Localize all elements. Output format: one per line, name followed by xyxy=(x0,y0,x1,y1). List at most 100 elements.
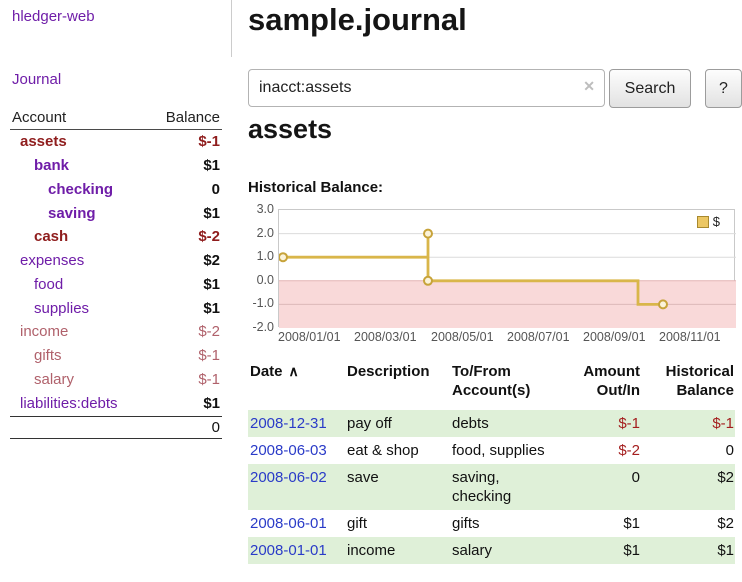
chart-plot-area: $ xyxy=(278,209,736,328)
search-input[interactable] xyxy=(248,69,605,107)
chart-title: Historical Balance: xyxy=(248,179,384,196)
account-link-cash[interactable]: cash xyxy=(34,228,69,246)
x-tick-label: 2008/05/01 xyxy=(431,330,493,344)
accounts-header-line1: To/From xyxy=(452,363,511,380)
balance-header-line2: Balance xyxy=(676,382,734,399)
y-tick-label: -1.0 xyxy=(252,296,274,311)
data-point-marker xyxy=(423,228,433,239)
account-row: supplies $1 xyxy=(10,296,222,320)
transaction-accounts: gifts xyxy=(452,515,480,532)
sidebar-divider xyxy=(231,0,232,57)
main-content: sample.journal ✕ Search ? assets Histori… xyxy=(248,0,742,582)
account-row: food $1 xyxy=(10,273,222,297)
clear-search-icon[interactable]: ✕ xyxy=(583,78,595,94)
transaction-date-link[interactable]: 2008-12-31 xyxy=(250,415,327,432)
account-row: assets $-1 xyxy=(10,130,222,154)
accounts-table-header: Account Balance xyxy=(10,106,222,130)
transaction-balance: 0 xyxy=(725,442,734,459)
transaction-accounts: salary xyxy=(452,542,493,559)
transaction-amount: $1 xyxy=(623,542,640,559)
accounts-column-header: To/From Account(s) xyxy=(450,358,546,404)
transaction-date-link[interactable]: 2008-06-01 xyxy=(250,515,327,532)
account-row: gifts $-1 xyxy=(10,344,222,368)
account-heading: assets xyxy=(248,114,333,144)
transaction-accounts: saving, checking xyxy=(452,469,512,505)
account-balance: $-1 xyxy=(198,370,220,388)
data-point-marker xyxy=(279,252,288,263)
x-tick-label: 2008/03/01 xyxy=(354,330,416,344)
transaction-amount: 0 xyxy=(631,469,640,486)
account-balance: $-2 xyxy=(198,323,220,341)
transaction-amount: $-2 xyxy=(618,442,640,459)
sidebar: hledger-web Journal Account Balance asse… xyxy=(0,0,232,582)
journal-link[interactable]: Journal xyxy=(12,71,62,88)
balance-header-line1: Historical xyxy=(665,363,734,380)
transaction-row: 2008-06-01 gift gifts $1 $2 xyxy=(248,510,735,537)
transaction-balance: $-1 xyxy=(712,415,734,432)
legend-label: $ xyxy=(712,214,720,229)
accounts-header-line2: Account(s) xyxy=(452,382,531,399)
x-tick-label: 2008/01/01 xyxy=(278,330,340,344)
accounts-column-header: Account xyxy=(12,109,67,126)
y-tick-label: 2.0 xyxy=(256,225,274,240)
app-title-link[interactable]: hledger-web xyxy=(12,8,95,25)
legend-swatch-icon xyxy=(696,215,709,228)
account-link-bank[interactable]: bank xyxy=(34,157,70,175)
description-column-header: Description xyxy=(347,363,430,380)
transaction-date-link[interactable]: 2008-01-01 xyxy=(250,542,327,559)
account-link-assets[interactable]: assets xyxy=(20,133,67,151)
account-balance: $1 xyxy=(203,394,220,412)
data-point-marker xyxy=(423,275,433,286)
account-link-gifts[interactable]: gifts xyxy=(34,347,62,365)
amount-column-header: Amount Out/In xyxy=(546,358,641,404)
account-row: cash $-2 xyxy=(10,225,222,249)
transaction-accounts: food, supplies xyxy=(452,442,545,459)
account-link-checking[interactable]: checking xyxy=(48,180,114,198)
balance-column-header: Historical Balance xyxy=(641,358,735,404)
transaction-description: income xyxy=(347,542,396,559)
search-box: ✕ xyxy=(248,69,605,107)
transaction-date-link[interactable]: 2008-06-02 xyxy=(250,469,327,486)
transaction-description: save xyxy=(347,469,379,486)
account-link-liabilities-debts[interactable]: liabilities:debts xyxy=(20,394,118,412)
account-link-food[interactable]: food xyxy=(34,275,64,293)
y-tick-label: -2.0 xyxy=(252,320,274,334)
y-tick-label: 1.0 xyxy=(256,249,274,264)
chart-legend: $ xyxy=(696,214,720,229)
transaction-amount: $1 xyxy=(623,515,640,532)
x-tick-label: 2008/07/01 xyxy=(507,330,569,344)
accounts-table: Account Balance assets $-1 bank $1 check… xyxy=(10,106,222,439)
transaction-description: eat & shop xyxy=(347,442,419,459)
accounts-total-value: 0 xyxy=(211,419,220,436)
search-button[interactable]: Search xyxy=(609,69,691,108)
transaction-description: pay off xyxy=(347,415,392,432)
amount-header-line1: Amount xyxy=(583,363,640,380)
transaction-balance: $1 xyxy=(717,542,734,559)
account-balance: $-2 xyxy=(198,228,220,246)
help-button[interactable]: ? xyxy=(705,69,742,108)
transaction-balance: $2 xyxy=(717,515,734,532)
account-link-supplies[interactable]: supplies xyxy=(34,299,90,317)
account-balance: 0 xyxy=(211,180,220,198)
date-column-header[interactable]: Date ∧ xyxy=(248,358,345,385)
register-header-row: Date ∧ Description To/From Account(s) Amo… xyxy=(248,358,735,404)
account-row: salary $-1 xyxy=(10,368,222,392)
account-balance: $1 xyxy=(203,204,220,222)
account-link-income[interactable]: income xyxy=(20,323,69,341)
account-link-salary[interactable]: salary xyxy=(34,370,75,388)
transaction-date-link[interactable]: 2008-06-03 xyxy=(250,442,327,459)
transaction-description: gift xyxy=(347,515,368,532)
account-balance: $1 xyxy=(203,157,220,175)
account-row: saving $1 xyxy=(10,201,222,225)
transaction-accounts: debts xyxy=(452,415,489,432)
account-link-saving[interactable]: saving xyxy=(48,204,96,222)
transaction-row: 2008-06-02 save saving, checking 0 $2 xyxy=(248,464,735,510)
balance-column-header: Balance xyxy=(165,109,220,126)
account-row: bank $1 xyxy=(10,154,222,178)
transaction-amount: $-1 xyxy=(618,415,640,432)
x-tick-label: 2008/11/01 xyxy=(659,330,721,344)
page-title: sample.journal xyxy=(248,2,467,37)
account-link-expenses[interactable]: expenses xyxy=(20,252,85,270)
register-table: Date ∧ Description To/From Account(s) Amo… xyxy=(248,358,735,564)
transaction-row: 2008-06-03 eat & shop food, supplies $-2… xyxy=(248,437,735,464)
